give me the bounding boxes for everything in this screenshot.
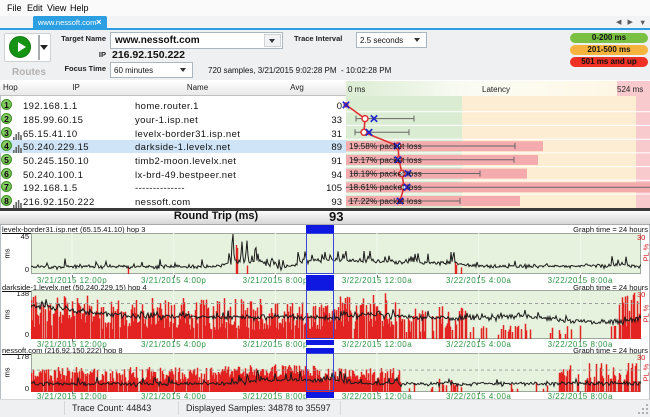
- svg-text:17.22% packet loss: 17.22% packet loss: [349, 197, 422, 206]
- svg-text:19.17% packet loss: 19.17% packet loss: [349, 156, 422, 165]
- svg-text:19.58% packet loss: 19.58% packet loss: [349, 142, 422, 151]
- svg-text:18.61% packet loss: 18.61% packet loss: [349, 183, 422, 192]
- svg-text:18.19% packet loss: 18.19% packet loss: [349, 170, 422, 179]
